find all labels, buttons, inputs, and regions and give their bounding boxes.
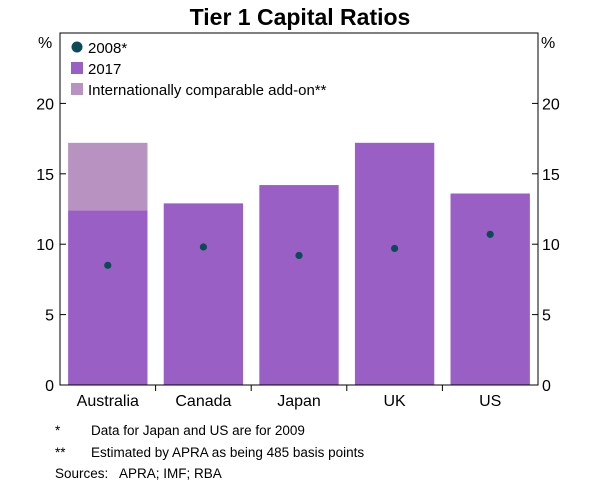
footnote-2: ** Estimated by APRA as being 485 basis …: [55, 442, 364, 464]
x-tick-label-japan: Japan: [277, 393, 321, 410]
footnote-1-mark: *: [55, 423, 61, 438]
left-unit-label: %: [38, 35, 52, 52]
y-tick-label-right-10: 10: [542, 237, 560, 254]
ticks-layer: Australia Canada Japan UK US 0 0 5 5 10 10 15 15 20 20…: [36, 35, 560, 410]
footnotes: * Data for Japan and US are for 2009 ** …: [55, 420, 364, 485]
x-tick-label-us: US: [479, 393, 501, 410]
legend-item-3-marker: [71, 83, 83, 95]
right-unit-label: %: [541, 35, 555, 52]
y-tick-label-right-20: 20: [542, 96, 560, 113]
y-tick-label-right-5: 5: [542, 308, 551, 325]
bar-2017-japan: [259, 185, 339, 385]
x-tick-label-canada: Canada: [175, 393, 231, 410]
y-tick-label-left-0: 0: [45, 378, 54, 395]
legend-item-2-label: 2017: [88, 61, 121, 78]
footnote-1: * Data for Japan and US are for 2009: [55, 420, 364, 442]
y-tick-label-left-5: 5: [45, 308, 54, 325]
bars-layer: [68, 142, 530, 385]
dot-2008-us: [486, 230, 494, 238]
legend-item-3-label: Internationally comparable add-on**: [88, 82, 327, 99]
legend-item-2-marker: [71, 62, 83, 74]
dot-2008-uk: [391, 244, 399, 253]
bar-2017-australia: [68, 210, 148, 385]
bar-2017-us: [450, 193, 530, 385]
footnote-1-text: Data for Japan and US are for 2009: [91, 423, 305, 438]
y-tick-label-left-10: 10: [36, 237, 54, 254]
footnote-2-mark: **: [55, 444, 66, 460]
axes-layer: [59, 32, 539, 391]
y-tick-label-left-20: 20: [36, 96, 54, 113]
x-tick-label-uk: UK: [383, 393, 406, 410]
dot-2008-japan: [295, 251, 303, 260]
plot-frame: [59, 32, 539, 386]
sources-label: Sources:: [55, 466, 109, 481]
sources-line: Sources: APRA; IMF; RBA: [55, 463, 364, 485]
bar-2017-uk: [354, 142, 435, 385]
dot-2008-australia: [104, 261, 112, 269]
y-tick-label-left-15: 15: [36, 167, 54, 184]
bar-addon-australia: [68, 142, 148, 211]
chart-title: Tier 1 Capital Ratios: [189, 4, 411, 30]
dots-layer: [104, 230, 494, 269]
legend-item-1-label: 2008*: [88, 40, 127, 57]
y-tick-label-right-0: 0: [542, 378, 551, 395]
dot-2008-canada: [199, 243, 207, 251]
legend-item-1-marker: [71, 41, 83, 53]
bar-2017-canada: [163, 203, 244, 385]
footnote-2-text: Estimated by APRA as being 485 basis poi…: [91, 444, 365, 460]
sources-text: APRA; IMF; RBA: [119, 466, 222, 481]
y-tick-label-right-15: 15: [542, 167, 560, 184]
x-tick-label-australia: Australia: [77, 393, 139, 410]
legend: 2008* 2017 Internationally comparable add-…: [71, 40, 327, 99]
